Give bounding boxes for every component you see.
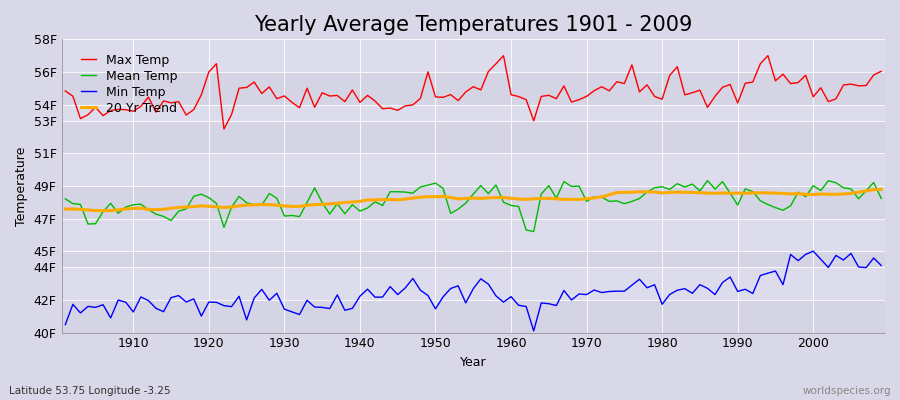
Line: Mean Temp: Mean Temp <box>66 180 881 232</box>
Line: Max Temp: Max Temp <box>66 56 881 129</box>
20 Yr Trend <box>60 206 71 211</box>
Title: Yearly Average Temperatures 1901 - 2009: Yearly Average Temperatures 1901 - 2009 <box>254 15 692 35</box>
Min Temp <box>506 294 517 299</box>
20 Yr Trend <box>339 200 350 205</box>
Max Temp <box>611 79 622 84</box>
Y-axis label: Temperature: Temperature <box>15 146 28 226</box>
20 Yr Trend <box>513 196 524 201</box>
Min Temp <box>498 300 508 304</box>
Max Temp <box>60 88 71 93</box>
Max Temp <box>121 107 131 112</box>
Min Temp <box>604 289 615 294</box>
20 Yr Trend <box>294 204 305 209</box>
Bar <box>61 268 885 300</box>
Min Temp <box>121 300 131 305</box>
Mean Temp <box>286 213 297 218</box>
Max Temp <box>339 99 350 104</box>
Mean Temp <box>876 196 886 201</box>
Text: worldspecies.org: worldspecies.org <box>803 386 891 396</box>
20 Yr Trend <box>876 187 886 192</box>
Min Temp <box>60 322 71 327</box>
Bar <box>61 186 885 218</box>
Mean Temp <box>506 203 517 208</box>
Bar <box>61 72 885 104</box>
20 Yr Trend <box>506 196 517 201</box>
Min Temp <box>286 310 297 314</box>
Max Temp <box>513 94 524 99</box>
Bar <box>61 300 885 332</box>
Bar <box>61 251 885 268</box>
Legend: Max Temp, Mean Temp, Min Temp, 20 Yr Trend: Max Temp, Mean Temp, Min Temp, 20 Yr Tre… <box>76 48 183 120</box>
Mean Temp <box>702 178 713 183</box>
20 Yr Trend <box>98 208 109 213</box>
Bar <box>61 218 885 251</box>
Mean Temp <box>332 201 343 206</box>
Mean Temp <box>121 204 131 209</box>
Max Temp <box>294 105 305 110</box>
Text: Latitude 53.75 Longitude -3.25: Latitude 53.75 Longitude -3.25 <box>9 386 171 396</box>
Min Temp <box>876 263 886 268</box>
X-axis label: Year: Year <box>460 356 487 369</box>
Bar <box>61 104 885 121</box>
Min Temp <box>332 292 343 297</box>
Mean Temp <box>498 200 508 205</box>
20 Yr Trend <box>604 192 615 197</box>
20 Yr Trend <box>128 206 139 211</box>
Min Temp <box>528 328 539 333</box>
Bar <box>61 153 885 186</box>
Max Temp <box>876 69 886 74</box>
Max Temp <box>219 126 230 131</box>
Max Temp <box>521 97 532 102</box>
Mean Temp <box>60 196 71 201</box>
Line: 20 Yr Trend: 20 Yr Trend <box>66 189 881 211</box>
Bar <box>61 121 885 153</box>
Mean Temp <box>528 229 539 234</box>
Mean Temp <box>604 199 615 204</box>
Bar <box>61 39 885 72</box>
Max Temp <box>498 53 508 58</box>
Line: Min Temp: Min Temp <box>66 251 881 331</box>
Min Temp <box>808 249 819 254</box>
